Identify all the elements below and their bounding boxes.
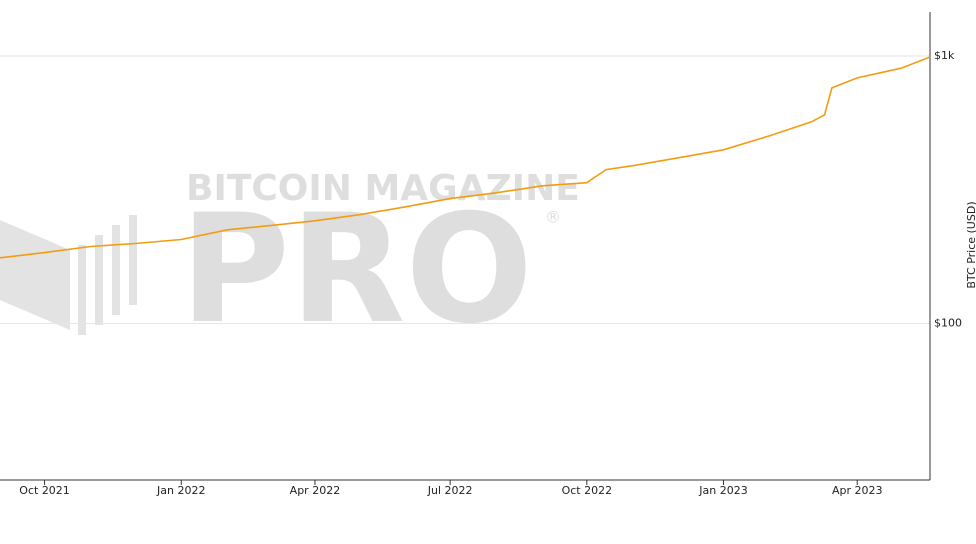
y-axis-label: BTC Price (USD) <box>965 201 976 288</box>
x-tick-label: Jan 2023 <box>698 484 747 497</box>
x-tick-label: Jul 2022 <box>427 484 473 497</box>
watermark-top: BITCOIN MAGAZINE <box>186 168 580 209</box>
x-tick-label: Jan 2022 <box>156 484 205 497</box>
watermark-mark: ® <box>545 208 561 227</box>
watermark: BITCOIN MAGAZINE PRO ® <box>0 168 580 357</box>
x-tick-label: Oct 2022 <box>562 484 613 497</box>
x-tick-label: Oct 2021 <box>19 484 70 497</box>
x-tick-label: Apr 2023 <box>832 484 883 497</box>
watermark-main: PRO <box>180 183 533 357</box>
price-line <box>0 56 931 259</box>
x-tick-label: Apr 2022 <box>290 484 341 497</box>
y-tick-label: $1k <box>934 49 955 62</box>
y-tick-label: $100 <box>934 316 962 329</box>
